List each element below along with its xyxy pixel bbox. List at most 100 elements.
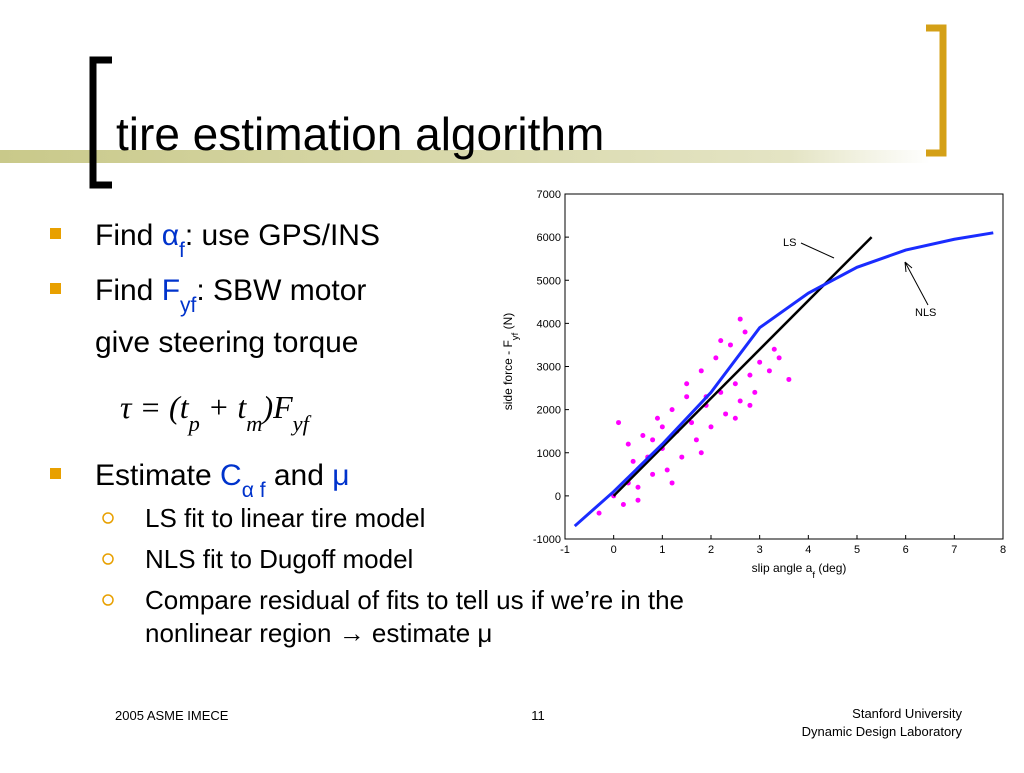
text-run: Find xyxy=(95,219,162,252)
scatter-point xyxy=(757,359,763,365)
y-tick-label: 4000 xyxy=(537,318,561,330)
scatter-point xyxy=(684,394,690,400)
scatter-point xyxy=(640,433,646,438)
scatter-point xyxy=(727,342,733,348)
annotation-arrow xyxy=(904,261,929,306)
scatter-point xyxy=(679,454,685,460)
x-tick-label: 1 xyxy=(659,544,665,556)
text-run: α f xyxy=(242,479,266,502)
y-tick-label: 3000 xyxy=(537,362,561,374)
scatter-point xyxy=(689,420,695,426)
fit-line xyxy=(573,231,994,528)
x-tick-label: 8 xyxy=(1000,544,1006,556)
slide-title: tire estimation algorithm xyxy=(116,108,604,160)
text-run: μ xyxy=(332,459,349,492)
scatter-point xyxy=(669,407,675,413)
y-tick-label: 7000 xyxy=(537,189,561,201)
x-tick-label: 2 xyxy=(708,544,714,556)
x-tick-label: -1 xyxy=(560,544,570,556)
text-run: Estimate xyxy=(95,459,220,492)
bullet-marker xyxy=(50,468,61,479)
fit-line xyxy=(612,236,873,497)
footer-center: 11 xyxy=(531,708,545,723)
scatter-point xyxy=(747,402,753,408)
right-bracket xyxy=(926,24,947,157)
text-run: F xyxy=(162,274,180,307)
text-run: Compare residual of fits to tell us if w… xyxy=(145,585,684,615)
footer-right: Dynamic Design Laboratory xyxy=(802,724,963,739)
text-run: m xyxy=(246,411,262,436)
y-tick-label: 2000 xyxy=(537,405,561,417)
scatter-point xyxy=(669,480,675,486)
y-axis-label: side force - Fyf (N) xyxy=(501,313,521,411)
bullet-text: Find αf: use GPS/INS xyxy=(95,219,380,262)
bullet-text: Find Fyf: SBW motor xyxy=(95,274,366,317)
x-tick-label: 6 xyxy=(903,544,909,556)
series-label: LS xyxy=(783,237,796,249)
y-tick-label: 0 xyxy=(555,491,561,503)
text-run: yf xyxy=(510,332,521,340)
text-run: (N) xyxy=(501,313,515,333)
annotation-arrow xyxy=(800,242,835,259)
chart: -1 0 1 2 3 4 5 6 7 8 -1000 0 1000 2000 3000 4000 5000 600… xyxy=(501,189,1006,581)
x-tick-label: 3 xyxy=(757,544,763,556)
text-run: (deg) xyxy=(815,561,846,575)
scatter-point xyxy=(718,338,724,344)
y-tick-label: 6000 xyxy=(537,232,561,244)
bullet-text: Estimate Cα f and μ xyxy=(95,459,350,502)
bullet-marker xyxy=(102,553,114,565)
text-run: LS fit to linear tire model xyxy=(145,503,425,533)
x-tick-label: 0 xyxy=(611,544,617,556)
scatter-point xyxy=(771,346,777,352)
footer-left: 2005 ASME IMECE xyxy=(115,708,229,723)
scatter-point xyxy=(766,368,772,374)
scatter-point xyxy=(732,415,738,421)
scatter-point xyxy=(625,441,631,447)
x-tick-label: 5 xyxy=(854,544,860,556)
text-run: : SBW motor xyxy=(196,274,366,307)
series-label: NLS xyxy=(915,307,936,319)
text-run: f xyxy=(179,239,185,262)
scatter-point xyxy=(776,355,782,361)
left-bracket xyxy=(89,56,112,189)
scatter-point xyxy=(654,415,660,421)
scatter-point xyxy=(698,368,704,374)
text-run: yf xyxy=(180,294,197,317)
bullet-marker xyxy=(102,512,114,524)
scatter-point xyxy=(620,502,626,507)
y-tick-label: -1000 xyxy=(533,534,561,546)
footer-right: Stanford University xyxy=(852,706,962,721)
text-run: C xyxy=(220,459,242,492)
x-tick-label: 7 xyxy=(951,544,957,556)
text-run: slip angle a xyxy=(752,561,813,575)
text-run: f xyxy=(812,570,815,581)
text-run: Find xyxy=(95,274,162,307)
bullet-text: τ = (tp + tm)Fyf xyxy=(120,389,312,436)
text-run: give steering torque xyxy=(95,326,359,359)
scatter-point xyxy=(698,450,704,456)
text-run: nonlinear region → estimate μ xyxy=(145,618,492,648)
bullet-text: give steering torque xyxy=(95,326,359,359)
scatter-point xyxy=(708,424,714,430)
bullet-marker xyxy=(102,594,114,606)
text-run: p xyxy=(187,411,200,436)
text-run: : use GPS/INS xyxy=(185,219,380,252)
scatter-point xyxy=(713,355,719,361)
scatter-point xyxy=(786,376,792,382)
scatter-point xyxy=(732,381,738,387)
bullet-text: Compare residual of fits to tell us if w… xyxy=(145,585,684,615)
scatter-point xyxy=(664,467,670,473)
scatter-point xyxy=(630,458,636,464)
text-run: α xyxy=(162,219,179,252)
scatter-point xyxy=(635,497,641,503)
scatter-point xyxy=(737,316,743,322)
bullet-marker xyxy=(50,283,61,294)
scatter-point xyxy=(693,437,699,443)
scatter-point xyxy=(596,510,602,516)
scatter-point xyxy=(616,420,622,426)
text-run: NLS fit to Dugoff model xyxy=(145,544,413,574)
scatter-point xyxy=(635,484,641,490)
y-tick-label: 5000 xyxy=(537,275,561,287)
scatter-point xyxy=(684,381,690,387)
